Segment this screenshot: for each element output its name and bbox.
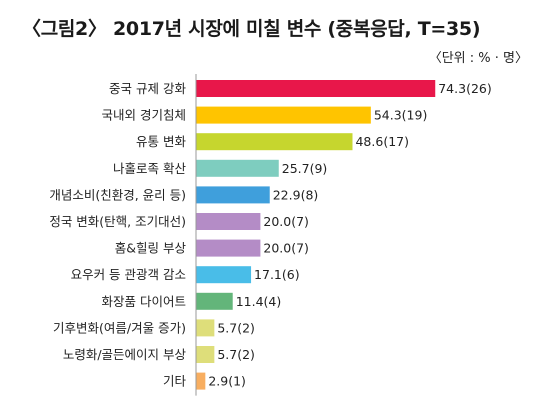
bar (196, 159, 279, 177)
bar (196, 239, 261, 257)
bar (196, 80, 436, 97)
bar (196, 106, 371, 124)
bar (196, 133, 353, 151)
value-label: 22.9(8) (273, 187, 319, 202)
chart-title: 〈그림2〉 2017년 시장에 미칠 변수 (중복응답, T=35) (22, 18, 481, 40)
category-label: 중국 규제 강화 (109, 81, 186, 96)
value-label: 5.7(2) (217, 320, 255, 335)
value-label: 74.3(26) (438, 81, 492, 96)
unit-note: 〈단위 : % · 명〉 (428, 51, 528, 66)
value-label: 48.6(17) (355, 134, 409, 149)
category-label: 노령화/골든에이지 부상 (63, 347, 187, 362)
category-label: 기타 (163, 374, 187, 389)
value-label: 17.1(6) (254, 267, 300, 282)
bar (196, 319, 215, 337)
value-label: 5.7(2) (217, 347, 255, 362)
value-label: 11.4(4) (236, 294, 282, 309)
bar (196, 292, 233, 310)
bar (196, 266, 252, 284)
value-label: 25.7(9) (282, 161, 328, 176)
bar (196, 213, 261, 230)
category-label: 국내외 경기침체 (102, 108, 186, 123)
category-label: 기후변화(여름/겨울 증가) (53, 320, 186, 335)
bar (196, 346, 215, 363)
category-label: 유통 변화 (136, 134, 186, 149)
category-label: 화장품 다이어트 (102, 294, 186, 309)
value-label: 2.9(1) (208, 374, 246, 389)
category-label: 정국 변화(탄핵, 조기대선) (49, 214, 186, 229)
value-label: 20.0(7) (263, 241, 309, 256)
category-label: 요우커 등 관광객 감소 (71, 267, 186, 282)
value-label: 54.3(19) (374, 108, 428, 123)
category-label: 개념소비(친환경, 윤리 등) (49, 187, 186, 202)
bar (196, 372, 206, 390)
value-label: 20.0(7) (263, 214, 309, 229)
category-label: 홈&힐링 부상 (115, 241, 187, 256)
category-label: 나홀로족 확산 (113, 161, 186, 176)
bar (196, 186, 270, 204)
